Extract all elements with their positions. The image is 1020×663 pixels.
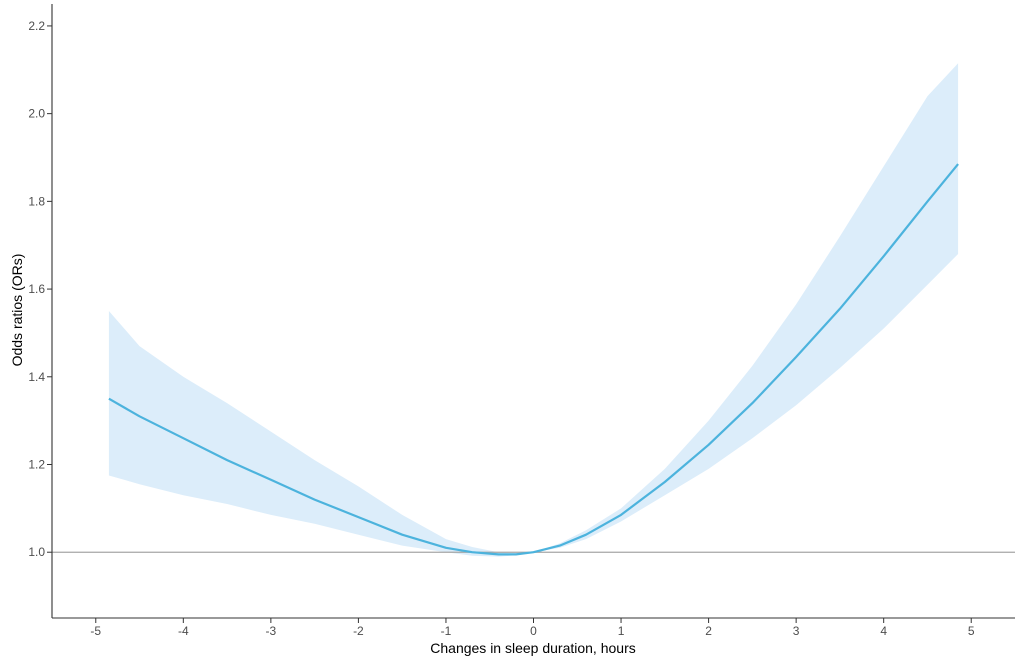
x-tick-label: -1: [441, 624, 452, 638]
y-tick-label: 1.6: [28, 282, 45, 296]
y-tick-label: 1.0: [28, 545, 45, 559]
x-tick-label: 0: [530, 624, 537, 638]
or-estimate-line: [108, 163, 959, 556]
x-tick-label: 4: [880, 624, 887, 638]
y-tick-label: 1.8: [28, 194, 45, 208]
x-tick-label: 1: [618, 624, 625, 638]
x-tick-label: -2: [353, 624, 364, 638]
y-tick-label: 1.2: [28, 458, 45, 472]
x-tick-label: 5: [968, 624, 975, 638]
x-axis-title: Changes in sleep duration, hours: [430, 640, 635, 656]
y-tick-label: 1.4: [28, 370, 45, 384]
x-tick-label: 2: [705, 624, 712, 638]
y-tick-label: 2.2: [28, 19, 45, 33]
x-tick-label: -3: [266, 624, 277, 638]
y-axis-title: Odds ratios (ORs): [9, 254, 25, 367]
x-tick-label: -4: [178, 624, 189, 638]
confidence-band: [108, 63, 959, 557]
x-tick-label: 3: [793, 624, 800, 638]
y-tick-label: 2.0: [28, 107, 45, 121]
x-tick-label: -5: [90, 624, 101, 638]
